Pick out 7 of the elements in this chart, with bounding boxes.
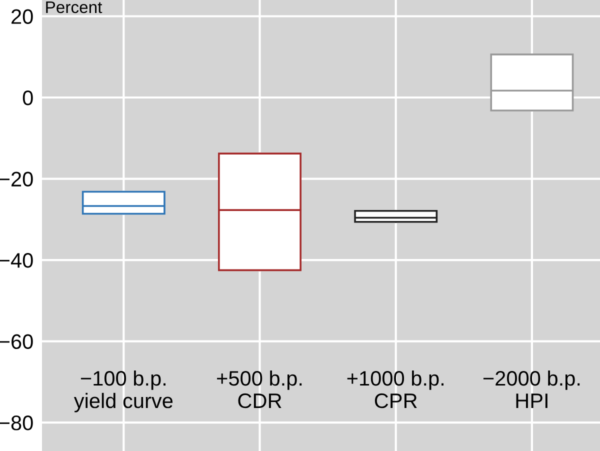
x-tick-label: +1000 b.p. CPR (347, 370, 444, 408)
y-tick-label: 20 (12, 9, 33, 24)
x-tick-label: −100 b.p. yield curve (74, 370, 173, 412)
y-tick-label: 0 (22, 90, 33, 106)
y-axis-title: Percent (46, 2, 102, 14)
x-tick-label: +500 b.p. CDR (217, 370, 302, 408)
x-tick-label: −2000 b.p. HPI (483, 370, 580, 408)
